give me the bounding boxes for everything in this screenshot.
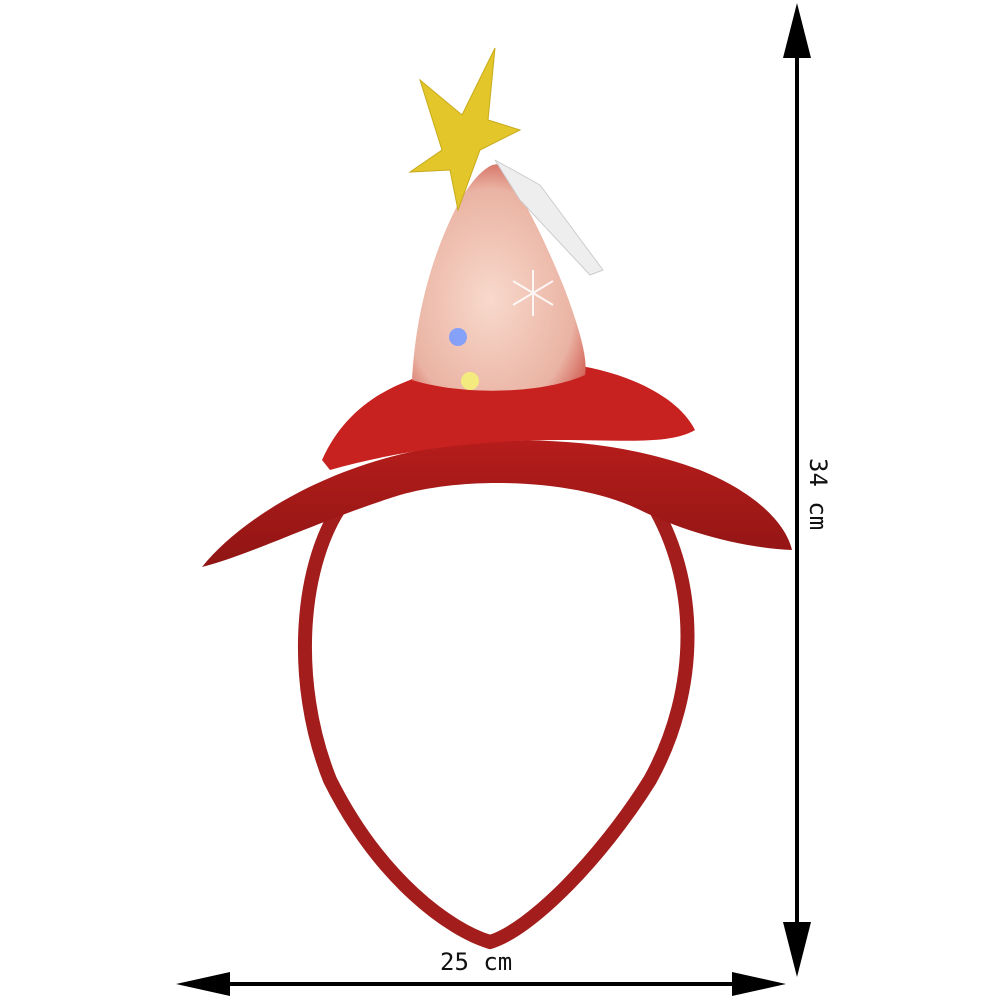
hat-cone — [412, 164, 586, 391]
feather-trim — [322, 361, 695, 470]
height-dimension-arrow — [783, 3, 811, 977]
width-dimension-arrow — [176, 972, 786, 996]
width-label: 25 cm — [440, 948, 512, 976]
led-light-yellow — [461, 372, 479, 390]
price-tag — [494, 159, 604, 276]
star-topper — [408, 47, 522, 212]
led-light-blue — [449, 328, 467, 346]
hat-brim — [202, 440, 792, 567]
snowflake-decoration — [512, 270, 554, 316]
headband — [297, 493, 695, 950]
height-label: 34 cm — [804, 458, 832, 530]
